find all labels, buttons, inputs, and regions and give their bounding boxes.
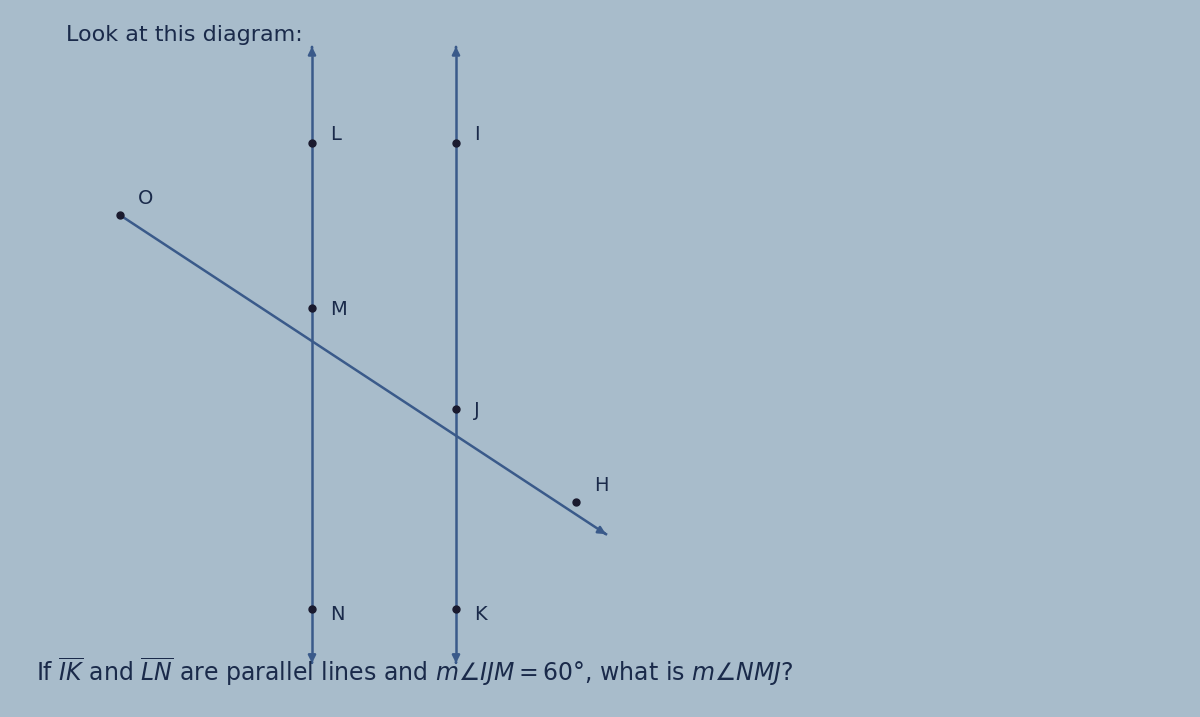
Text: O: O <box>138 189 154 209</box>
Text: Look at this diagram:: Look at this diagram: <box>66 25 302 45</box>
Text: L: L <box>330 125 341 144</box>
Text: I: I <box>474 125 480 144</box>
Text: M: M <box>330 300 347 320</box>
Text: N: N <box>330 605 344 625</box>
Text: H: H <box>594 476 608 495</box>
Text: K: K <box>474 605 487 625</box>
Text: J: J <box>474 401 480 420</box>
Text: If $\overline{\mathit{IK}}$ and $\overline{\mathit{LN}}$ are parallel lines and : If $\overline{\mathit{IK}}$ and $\overli… <box>36 655 793 688</box>
